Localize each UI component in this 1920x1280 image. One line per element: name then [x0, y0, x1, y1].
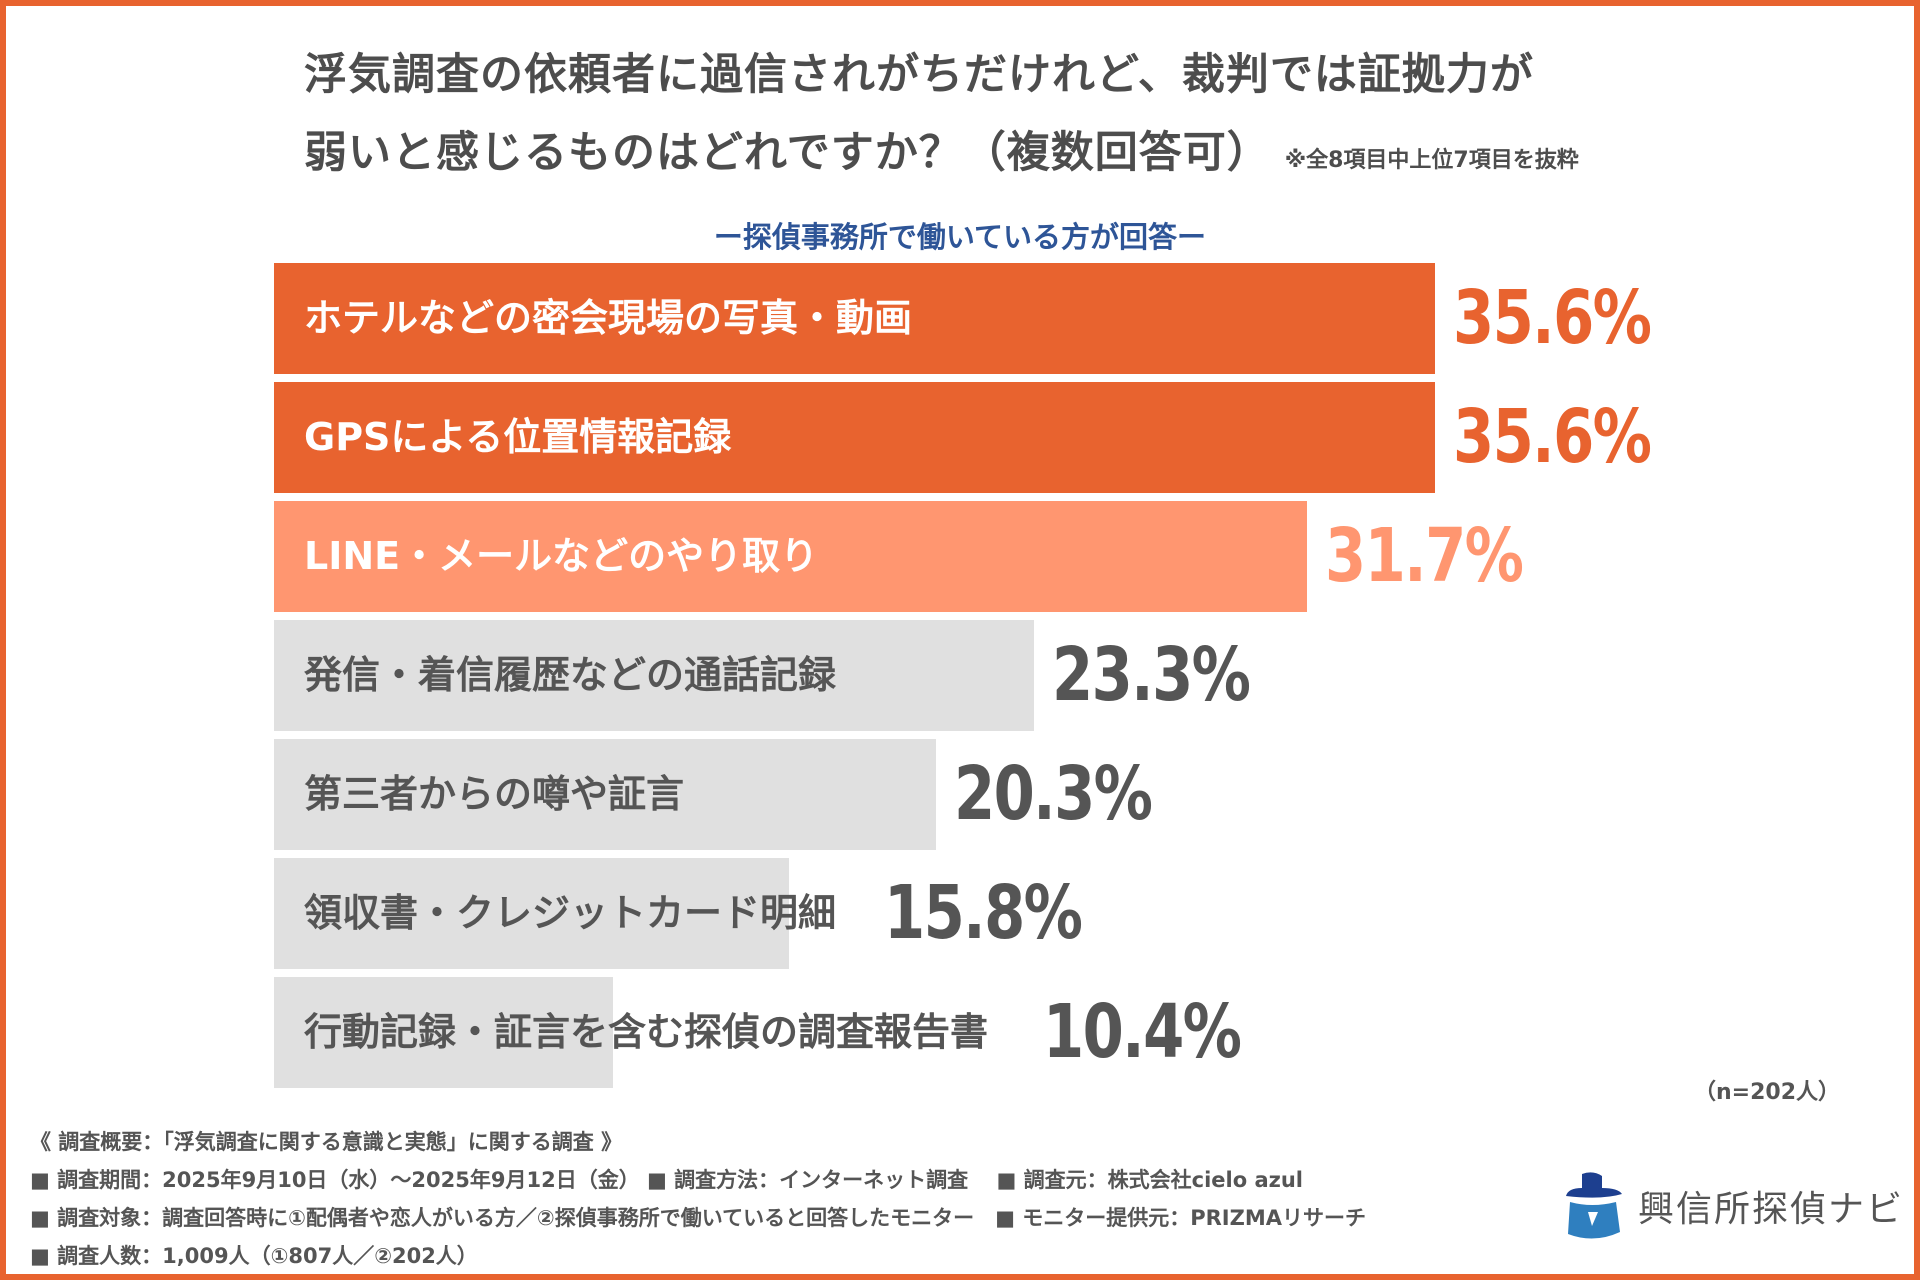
data-label: 35.6% — [1452, 394, 1652, 480]
data-label: 35.6% — [1452, 275, 1652, 361]
bar — [274, 501, 1308, 612]
title-text: 弱いと感じるものはどれですか？（複数回答可） — [304, 128, 1271, 178]
bar — [274, 382, 1435, 493]
data-label: 10.4% — [1043, 989, 1242, 1075]
bar — [274, 977, 614, 1088]
chart-title-line1: 浮気調査の依頼者に過信されがちだけれど、裁判では証拠力が — [304, 50, 1534, 100]
bar-label: 発信・着信履歴などの通話記録 — [304, 653, 837, 697]
logo-text: 興信所探偵ナビ — [1638, 1189, 1905, 1230]
bar — [274, 263, 1435, 374]
bar-label: GPSによる位置情報記録 — [304, 415, 732, 459]
bar-label: 領収書・クレジットカード明細 — [304, 891, 837, 935]
sample-size: （n=202人） — [1694, 1080, 1841, 1105]
bar-label: 第三者からの噂や証言 — [304, 772, 685, 816]
chart-title-line2: 弱いと感じるものはどれですか？（複数回答可） ※全8項目中上位7項目を抜粋 — [304, 118, 1579, 180]
data-label: 23.3% — [1051, 632, 1251, 718]
chart-subtitle: ー探偵事務所で働いている方が回答ー — [713, 220, 1207, 254]
footer-line-4: ■ 調査人数：1,009人（①807人／②202人） — [30, 1244, 478, 1268]
bar-label: ホテルなどの密会現場の写真・動画 — [304, 296, 913, 340]
bar — [274, 739, 936, 850]
data-label: 20.3% — [953, 751, 1153, 837]
footer-line-1: 《 調査概要：「浮気調査に関する意識と実態」に関する調査 》 — [30, 1130, 623, 1154]
chart-note: ※全8項目中上位7項目を抜粋 — [1284, 148, 1579, 173]
bar — [274, 858, 790, 969]
logo: 興信所探偵ナビ — [1562, 1172, 1904, 1240]
bar — [274, 620, 1034, 731]
data-label: 31.7% — [1325, 513, 1524, 599]
detective-icon — [1566, 1172, 1622, 1239]
footer-line-2: ■ 調査期間：2025年9月10日（水）～2025年9月12日（金） ■ 調査方… — [30, 1168, 1304, 1192]
bar-label: 行動記録・証言を含む探偵の調査報告書 — [304, 1010, 989, 1054]
footer-line-3: ■ 調査対象：調査回答時に①配偶者や恋人がいる方／②探偵事務所で働いていると回答… — [30, 1206, 1366, 1230]
bar-label: LINE・メールなどのやり取り — [304, 534, 819, 578]
data-label: 15.8% — [884, 870, 1083, 956]
